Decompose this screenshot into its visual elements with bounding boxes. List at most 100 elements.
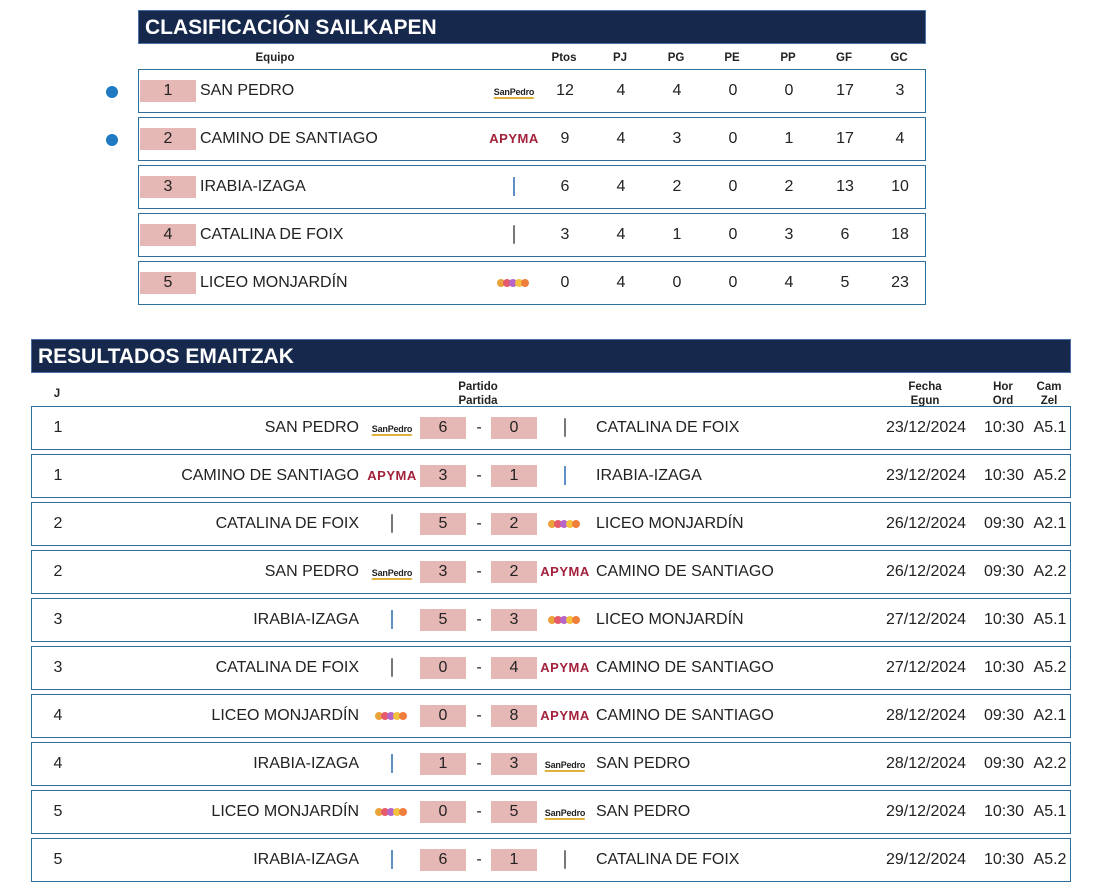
match-date: 28/12/2024 xyxy=(885,707,967,724)
liceo-dot xyxy=(381,808,389,816)
match-row: 2 CATALINA DE FOIX 5-2 LICEO MONJARDÍN 26/12… xyxy=(31,502,1071,546)
score-separator: - xyxy=(476,707,482,724)
away-logo: APYMA xyxy=(540,647,589,689)
liceo-dot xyxy=(387,808,395,816)
stat-gf: 17 xyxy=(836,130,854,147)
away-team: CATALINA DE FOIX xyxy=(596,419,740,436)
apyma-logo-icon: APYMA xyxy=(540,659,589,677)
apyma-logo-text: APYMA xyxy=(540,660,590,675)
stat-pg: 0 xyxy=(672,274,682,291)
away-logo xyxy=(548,503,580,545)
away-score: 0 xyxy=(491,417,537,439)
team-logo: APYMA xyxy=(489,118,538,160)
match-court: A5.1 xyxy=(1033,611,1067,628)
sanpedro-logo-text: SanPedro xyxy=(493,87,535,99)
round-cell: 1 xyxy=(53,419,63,436)
header-pe: PE xyxy=(724,52,740,64)
irabia-logo-icon xyxy=(391,850,393,869)
match-court: A2.2 xyxy=(1033,563,1067,580)
liceo-dots-icon xyxy=(497,279,529,287)
standings-title: CLASIFICACIÓN SAILKAPEN xyxy=(138,10,926,44)
stat-gc: 3 xyxy=(895,82,905,99)
sanpedro-logo-icon: SanPedro xyxy=(371,419,412,437)
position-cell: 2 xyxy=(140,128,196,150)
away-logo xyxy=(564,455,566,497)
liceo-dots-icon xyxy=(548,616,580,624)
round-cell: 4 xyxy=(53,707,63,724)
home-team: SAN PEDRO xyxy=(264,419,359,436)
irabia-logo-icon xyxy=(391,754,393,773)
home-logo xyxy=(391,647,393,689)
apyma-logo-text: APYMA xyxy=(367,468,417,483)
score-separator: - xyxy=(476,659,482,676)
catalina-logo-icon xyxy=(513,225,515,244)
team-logo xyxy=(513,166,515,208)
stat-gf: 13 xyxy=(836,178,854,195)
score-separator: - xyxy=(476,515,482,532)
stat-pj: 4 xyxy=(616,274,626,291)
liceo-dot xyxy=(393,712,401,720)
home-score: 5 xyxy=(420,609,466,631)
match-court: A5.2 xyxy=(1033,851,1067,868)
away-logo: SanPedro xyxy=(544,791,585,833)
round-cell: 5 xyxy=(53,803,63,820)
results-table: RESULTADOS EMAITZAK J Partido Partida Fe… xyxy=(31,339,1071,886)
stat-gf: 6 xyxy=(840,226,850,243)
match-time: 09:30 xyxy=(983,515,1025,532)
match-row: 3 IRABIA-IZAGA 5-3 LICEO MONJARDÍN 27/12/202… xyxy=(31,598,1071,642)
match-date: 29/12/2024 xyxy=(885,851,967,868)
header-date: Fecha Egun xyxy=(908,380,941,408)
match-row: 5 LICEO MONJARDÍN 0-5 SanPedro SAN PEDRO 29/1… xyxy=(31,790,1071,834)
stat-pp: 2 xyxy=(784,178,794,195)
standings-row: 4 CATALINA DE FOIX 3 4 1 0 3 6 18 xyxy=(138,213,926,257)
match-time: 09:30 xyxy=(983,755,1025,772)
liceo-dot xyxy=(497,279,505,287)
liceo-dot xyxy=(554,616,562,624)
qualified-dot-icon xyxy=(106,86,118,98)
liceo-dot xyxy=(393,808,401,816)
liceo-dot xyxy=(560,520,568,528)
home-logo: APYMA xyxy=(367,455,416,497)
match-row: 3 CATALINA DE FOIX 0-4 APYMA CAMINO DE SANTI… xyxy=(31,646,1071,690)
match-court: A5.1 xyxy=(1033,419,1067,436)
stat-pe: 0 xyxy=(728,274,738,291)
away-logo: SanPedro xyxy=(544,743,585,785)
standings-table: CLASIFICACIÓN SAILKAPEN Equipo Ptos PJ P… xyxy=(138,10,926,309)
catalina-logo-icon xyxy=(391,514,393,533)
apyma-logo-icon: APYMA xyxy=(489,130,538,148)
header-pj: PJ xyxy=(612,52,628,64)
home-score: 0 xyxy=(420,801,466,823)
liceo-dot xyxy=(375,712,383,720)
home-score: 0 xyxy=(420,657,466,679)
liceo-dot xyxy=(515,279,523,287)
stat-gf: 17 xyxy=(836,82,854,99)
home-score: 6 xyxy=(420,849,466,871)
stat-pg: 1 xyxy=(672,226,682,243)
score-separator: - xyxy=(476,803,482,820)
stat-pg: 3 xyxy=(672,130,682,147)
round-cell: 1 xyxy=(53,467,63,484)
liceo-dot xyxy=(399,712,407,720)
away-score: 4 xyxy=(491,657,537,679)
home-team: CAMINO DE SANTIAGO xyxy=(181,467,359,484)
round-cell: 2 xyxy=(53,515,63,532)
match-time: 10:30 xyxy=(983,659,1025,676)
stat-pts: 12 xyxy=(556,82,574,99)
liceo-dot xyxy=(572,616,580,624)
stat-pts: 6 xyxy=(560,178,570,195)
sanpedro-logo-icon: SanPedro xyxy=(544,755,585,773)
catalina-crest-icon xyxy=(391,658,393,677)
header-pp: PP xyxy=(780,52,796,64)
liceo-dot xyxy=(572,520,580,528)
liceo-logo-icon xyxy=(375,808,407,816)
match-row: 1 CAMINO DE SANTIAGO APYMA 3-1 IRABIA-IZAGA 2… xyxy=(31,454,1071,498)
away-score: 8 xyxy=(491,705,537,727)
away-logo xyxy=(548,599,580,641)
results-header: J Partido Partida Fecha Egun Hor Ord Cam… xyxy=(31,373,1071,408)
irabia-logo-icon xyxy=(513,177,515,196)
match-court: A5.1 xyxy=(1033,803,1067,820)
irabia-crest-icon xyxy=(391,754,393,773)
match-time: 09:30 xyxy=(983,563,1025,580)
away-score: 1 xyxy=(491,465,537,487)
liceo-dot xyxy=(548,616,556,624)
